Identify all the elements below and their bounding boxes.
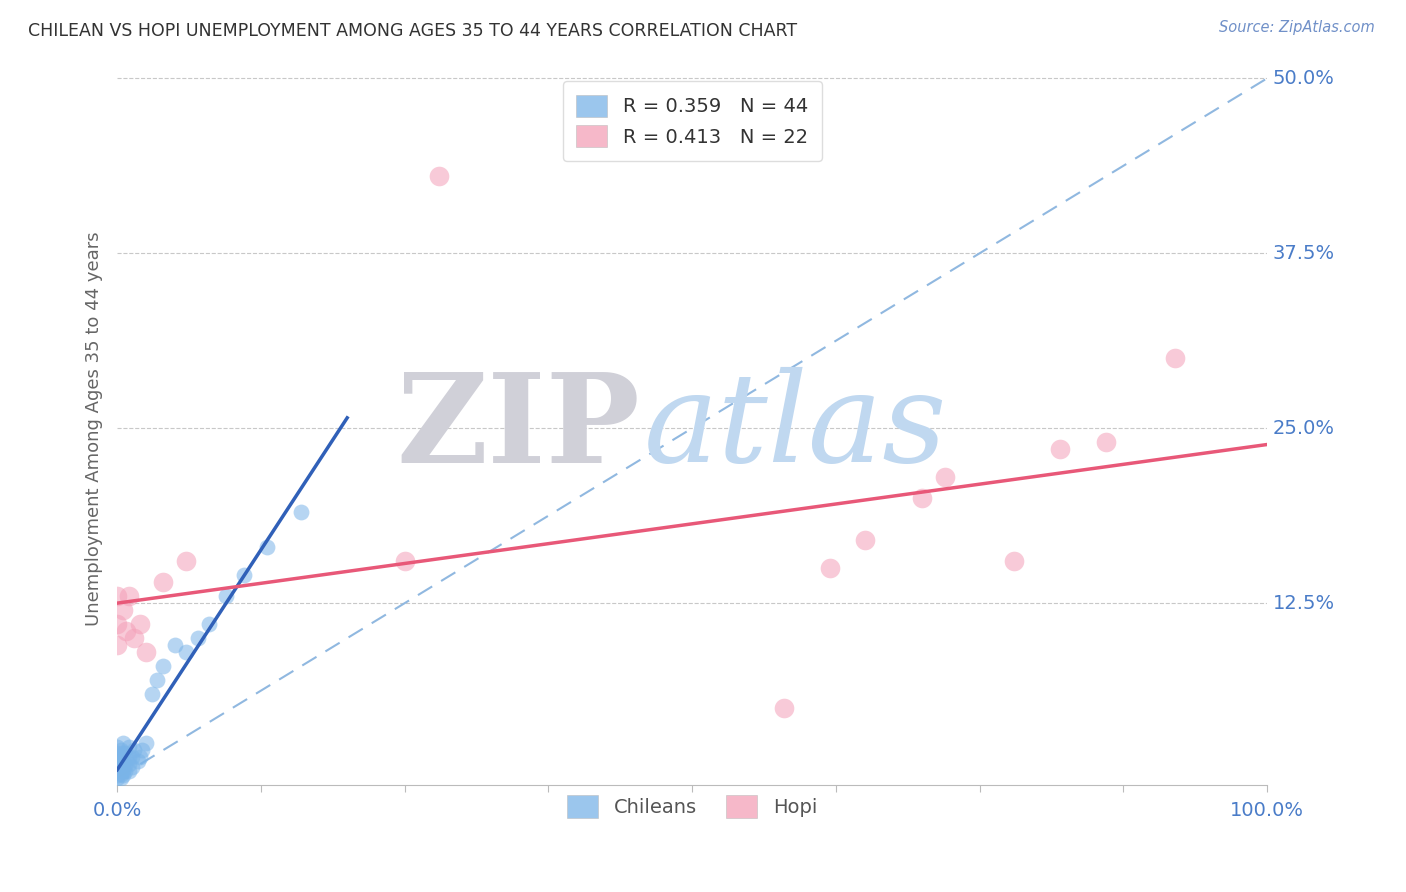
Point: [121, 760, 143, 774]
Point: [110, 771, 132, 785]
Point: [105, 755, 128, 769]
Point: [141, 687, 163, 701]
Point: [105, 740, 128, 755]
Point: [105, 617, 128, 632]
Point: [146, 673, 169, 687]
Point: [290, 505, 312, 519]
Point: [110, 743, 132, 757]
Point: [118, 757, 141, 772]
Point: [111, 764, 134, 778]
Point: [105, 750, 128, 764]
Point: [818, 561, 841, 575]
Point: [114, 764, 136, 778]
Point: [1002, 554, 1025, 568]
Point: [110, 763, 132, 777]
Point: [911, 491, 934, 506]
Point: [118, 589, 141, 603]
Point: [131, 743, 153, 757]
Point: [773, 701, 796, 715]
Point: [105, 760, 128, 774]
Point: [114, 746, 136, 760]
Point: [215, 589, 238, 603]
Point: [853, 533, 876, 548]
Point: [105, 764, 128, 778]
Point: [174, 645, 197, 659]
Y-axis label: Unemployment Among Ages 35 to 44 years: Unemployment Among Ages 35 to 44 years: [86, 231, 103, 625]
Point: [152, 575, 174, 590]
Point: [105, 768, 128, 782]
Point: [105, 589, 128, 603]
Text: atlas: atlas: [644, 368, 948, 489]
Point: [111, 746, 134, 760]
Text: Source: ZipAtlas.com: Source: ZipAtlas.com: [1219, 20, 1375, 35]
Point: [1095, 435, 1118, 450]
Point: [111, 603, 134, 617]
Point: [163, 638, 186, 652]
Point: [127, 755, 149, 769]
Point: [111, 757, 134, 772]
Text: CHILEAN VS HOPI UNEMPLOYMENT AMONG AGES 35 TO 44 YEARS CORRELATION CHART: CHILEAN VS HOPI UNEMPLOYMENT AMONG AGES …: [28, 22, 797, 40]
Point: [105, 638, 128, 652]
Point: [934, 470, 956, 484]
Point: [1049, 442, 1071, 457]
Point: [111, 736, 134, 750]
Point: [124, 743, 146, 757]
Point: [1164, 351, 1187, 366]
Point: [152, 659, 174, 673]
Point: [118, 750, 141, 764]
Point: [121, 750, 143, 764]
Text: 100.0%: 100.0%: [1230, 801, 1305, 820]
Point: [115, 624, 138, 639]
Point: [129, 750, 152, 764]
Point: [394, 554, 416, 568]
Point: [105, 746, 128, 760]
Point: [427, 169, 450, 184]
Text: 50.0%: 50.0%: [1272, 69, 1334, 87]
Point: [135, 645, 157, 659]
Point: [135, 736, 157, 750]
Point: [114, 757, 136, 772]
Point: [118, 740, 141, 755]
Point: [256, 540, 278, 554]
Point: [105, 771, 128, 785]
Legend: Chileans, Hopi: Chileans, Hopi: [560, 788, 825, 825]
Point: [129, 617, 152, 632]
Text: ZIP: ZIP: [396, 368, 641, 489]
Point: [174, 554, 197, 568]
Point: [111, 768, 134, 782]
Text: 0.0%: 0.0%: [93, 801, 142, 820]
Point: [110, 750, 132, 764]
Text: 12.5%: 12.5%: [1272, 594, 1336, 613]
Point: [124, 631, 146, 645]
Point: [232, 568, 254, 582]
Point: [118, 764, 141, 778]
Point: [198, 617, 221, 632]
Point: [110, 757, 132, 772]
Text: 25.0%: 25.0%: [1272, 418, 1334, 438]
Point: [187, 631, 209, 645]
Point: [110, 767, 132, 781]
Text: 37.5%: 37.5%: [1272, 244, 1336, 263]
